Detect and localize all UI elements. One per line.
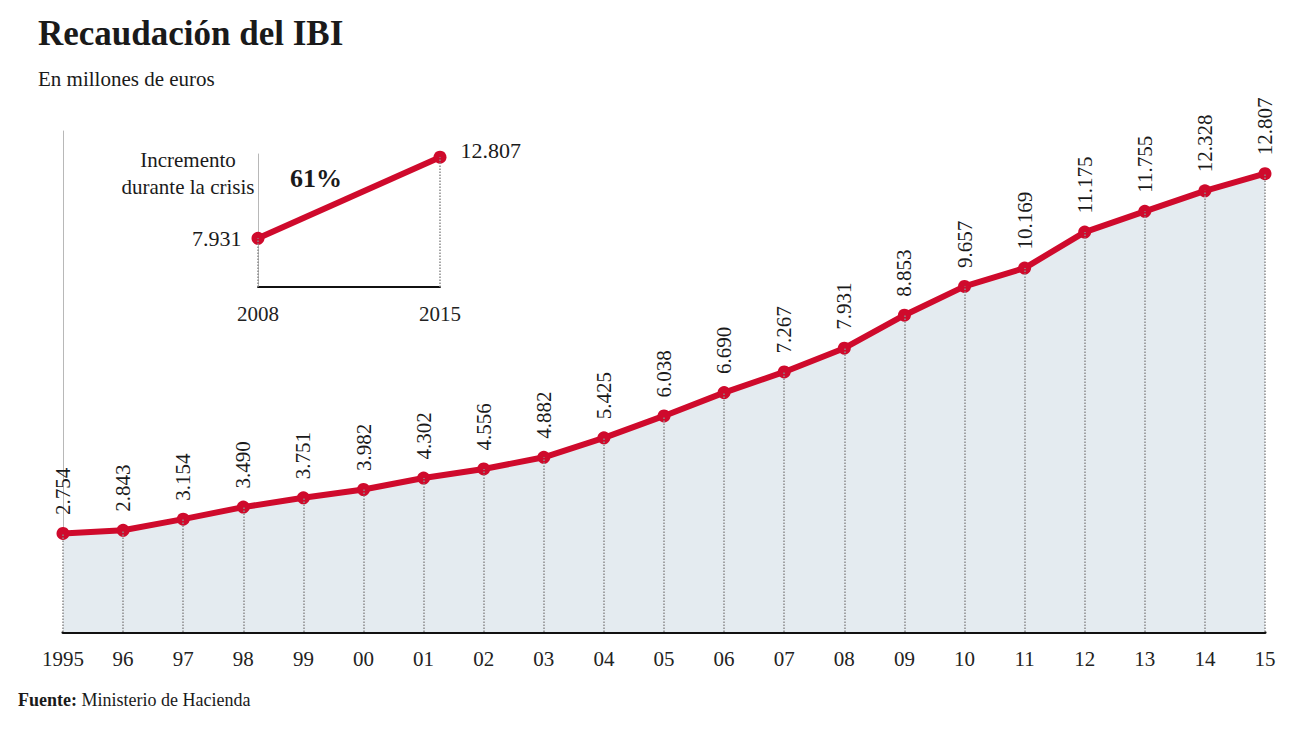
- svg-text:7.267: 7.267: [772, 306, 796, 353]
- svg-text:08: 08: [834, 647, 855, 671]
- svg-text:03: 03: [533, 647, 554, 671]
- svg-text:11.755: 11.755: [1133, 136, 1157, 193]
- svg-text:14: 14: [1194, 647, 1216, 671]
- svg-text:00: 00: [353, 647, 374, 671]
- svg-text:13: 13: [1134, 647, 1155, 671]
- svg-text:12.328: 12.328: [1193, 115, 1217, 173]
- svg-text:2008: 2008: [237, 302, 279, 326]
- svg-text:7.931: 7.931: [832, 282, 856, 329]
- svg-text:2.843: 2.843: [111, 465, 135, 512]
- svg-text:04: 04: [593, 647, 615, 671]
- svg-text:4.302: 4.302: [412, 412, 436, 459]
- svg-text:Recaudación del IBI: Recaudación del IBI: [38, 14, 343, 53]
- svg-text:3.982: 3.982: [352, 424, 376, 471]
- svg-text:97: 97: [173, 647, 194, 671]
- svg-text:11: 11: [1014, 647, 1034, 671]
- svg-text:15: 15: [1255, 647, 1276, 671]
- svg-text:12.807: 12.807: [461, 138, 522, 163]
- svg-text:3.751: 3.751: [291, 432, 315, 479]
- svg-text:98: 98: [233, 647, 254, 671]
- svg-text:02: 02: [473, 647, 494, 671]
- svg-text:3.154: 3.154: [171, 453, 195, 501]
- svg-text:2015: 2015: [419, 302, 461, 326]
- svg-text:8.853: 8.853: [892, 249, 916, 296]
- svg-text:12: 12: [1074, 647, 1095, 671]
- svg-text:Fuente:: Fuente:: [18, 690, 77, 710]
- svg-text:6.690: 6.690: [712, 327, 736, 374]
- svg-text:En millones de euros: En millones de euros: [38, 67, 215, 91]
- svg-text:6.038: 6.038: [652, 350, 676, 397]
- svg-text:5.425: 5.425: [592, 372, 616, 419]
- svg-text:4.556: 4.556: [472, 403, 496, 450]
- svg-text:2.754: 2.754: [51, 467, 75, 515]
- svg-text:61%: 61%: [290, 164, 342, 193]
- svg-text:01: 01: [413, 647, 434, 671]
- svg-text:4.882: 4.882: [532, 392, 556, 439]
- svg-text:9.657: 9.657: [953, 221, 977, 268]
- svg-text:11.175: 11.175: [1073, 157, 1097, 214]
- svg-text:10: 10: [954, 647, 975, 671]
- svg-text:96: 96: [113, 647, 134, 671]
- svg-text:Incremento: Incremento: [140, 148, 236, 172]
- svg-text:12.807: 12.807: [1253, 97, 1277, 155]
- svg-text:1995: 1995: [42, 647, 84, 671]
- svg-text:09: 09: [894, 647, 915, 671]
- svg-text:06: 06: [714, 647, 735, 671]
- svg-text:7.931: 7.931: [192, 226, 242, 251]
- svg-text:Ministerio de Hacienda: Ministerio de Hacienda: [77, 690, 250, 710]
- svg-text:10.169: 10.169: [1013, 192, 1037, 250]
- svg-text:3.490: 3.490: [231, 441, 255, 488]
- svg-text:durante la crisis: durante la crisis: [122, 175, 255, 199]
- svg-text:07: 07: [774, 647, 795, 671]
- svg-text:99: 99: [293, 647, 314, 671]
- svg-text:05: 05: [654, 647, 675, 671]
